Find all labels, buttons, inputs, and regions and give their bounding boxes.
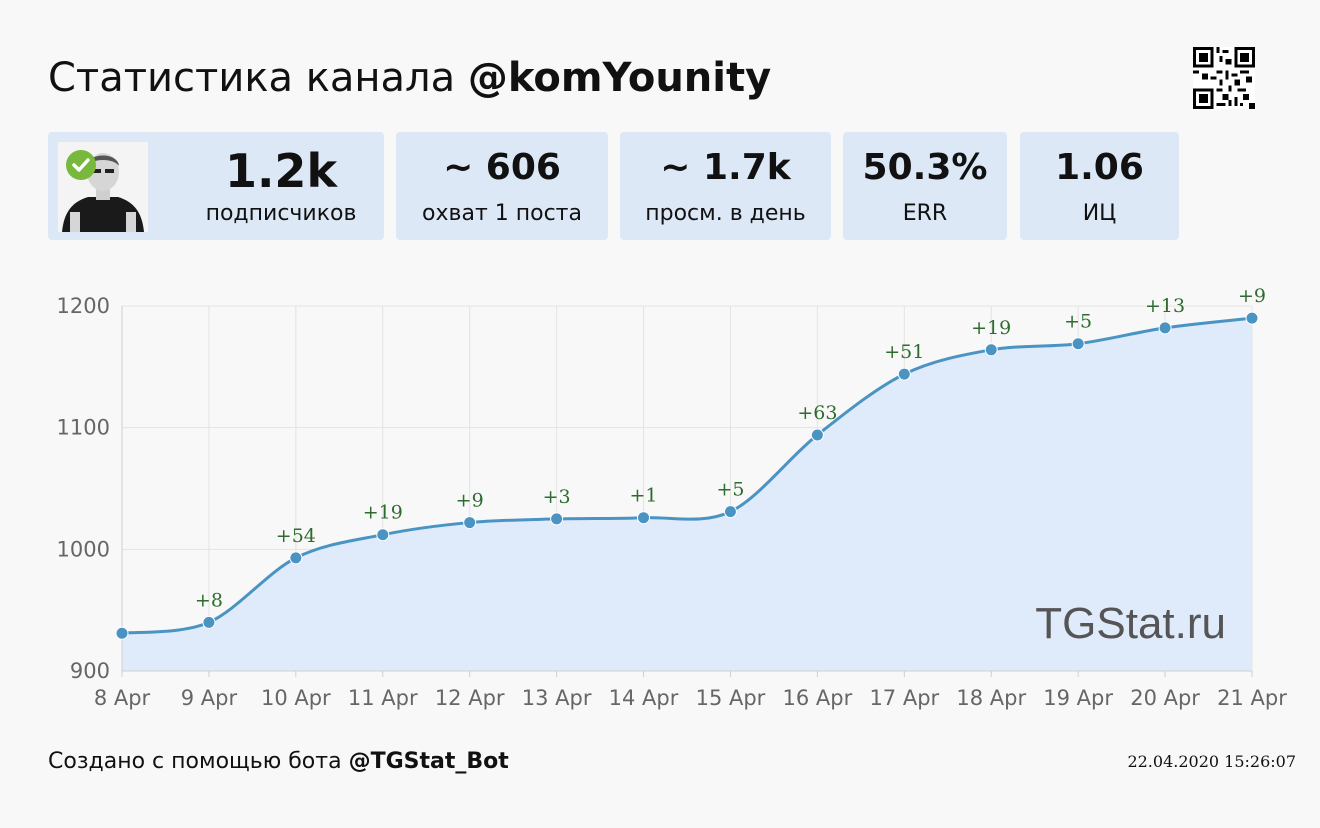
stat-value: 1.06 — [1055, 147, 1144, 188]
data-label: +63 — [797, 402, 837, 424]
data-label: +5 — [1064, 311, 1092, 333]
x-tick-label: 17 Apr — [869, 686, 939, 710]
data-label: +1 — [630, 485, 658, 507]
data-point — [637, 511, 651, 525]
stat-label: охват 1 поста — [422, 201, 582, 226]
x-tick-label: 20 Apr — [1130, 686, 1200, 710]
y-tick-label: 900 — [70, 659, 110, 683]
data-label: +9 — [1238, 285, 1266, 307]
x-tick-label: 10 Apr — [261, 686, 331, 710]
stat-err: 50.3% ERR — [843, 132, 1007, 240]
data-label: +3 — [543, 486, 571, 508]
page-title: Статистика канала @komYounity — [48, 52, 771, 104]
x-tick-label: 8 Apr — [94, 686, 151, 710]
stat-label: просм. в день — [645, 201, 806, 226]
subscribers-chart: TGStat.ru +8 +54 +19 +9 +3 +1 +5 +63 +51 +19 +5 +13 +… — [57, 285, 1288, 710]
data-point — [289, 551, 303, 565]
stat-value: 50.3% — [862, 147, 988, 188]
data-point — [115, 626, 129, 640]
x-tick-label: 9 Apr — [181, 686, 238, 710]
channel-name: @komYounity — [467, 55, 772, 101]
timestamp: 22.04.2020 15:26:07 — [1127, 752, 1296, 771]
x-tick-label: 18 Apr — [956, 686, 1026, 710]
y-tick-label: 1000 — [57, 537, 110, 561]
data-label: +19 — [363, 502, 403, 524]
qr-code-icon — [1193, 47, 1255, 109]
data-point — [202, 615, 216, 629]
data-point — [810, 428, 824, 442]
x-tick-label: 13 Apr — [522, 686, 592, 710]
stat-citation-index: 1.06 ИЦ — [1020, 132, 1179, 240]
stat-reach: ~ 606 охват 1 поста — [396, 132, 608, 240]
data-label: +51 — [884, 341, 924, 363]
x-tick-label: 14 Apr — [609, 686, 679, 710]
data-point — [723, 505, 737, 519]
footer-credit: Создано с помощью бота @TGStat_Bot — [48, 748, 509, 776]
x-tick-label: 19 Apr — [1043, 686, 1113, 710]
y-tick-label: 1100 — [57, 416, 110, 440]
data-point — [897, 367, 911, 381]
data-point — [550, 512, 564, 526]
stat-label: ERR — [902, 201, 948, 226]
footer-prefix: Создано с помощью бота — [48, 749, 342, 774]
y-tick-label: 1200 — [57, 294, 110, 318]
stat-value: ~ 606 — [443, 147, 561, 188]
title-prefix: Статистика канала — [48, 55, 456, 101]
bot-link[interactable]: @TGStat_Bot — [348, 749, 509, 774]
data-label: +8 — [195, 589, 223, 611]
watermark: TGStat.ru — [1035, 599, 1226, 648]
data-point — [1158, 321, 1172, 335]
data-point — [463, 516, 477, 530]
stat-subscribers: 1.2k подписчиков — [48, 132, 384, 240]
data-label: +13 — [1145, 295, 1185, 317]
x-tick-label: 12 Apr — [435, 686, 505, 710]
verified-check-icon — [66, 150, 96, 180]
stat-label: подписчиков — [205, 201, 357, 226]
x-tick-label: 16 Apr — [783, 686, 853, 710]
stat-value: ~ 1.7k — [660, 147, 791, 188]
x-tick-label: 11 Apr — [348, 686, 418, 710]
data-label: +9 — [456, 490, 484, 512]
stat-value: 1.2k — [224, 144, 338, 198]
data-label: +54 — [276, 525, 316, 547]
data-point — [1245, 311, 1259, 325]
data-label: +19 — [971, 317, 1011, 339]
channel-avatar — [58, 142, 148, 232]
data-point — [1071, 337, 1085, 351]
stat-label: ИЦ — [1082, 201, 1117, 226]
area-fill — [122, 318, 1252, 671]
x-tick-label: 15 Apr — [696, 686, 766, 710]
stat-daily-views: ~ 1.7k просм. в день — [620, 132, 831, 240]
data-label: +5 — [716, 479, 744, 501]
x-tick-label: 21 Apr — [1217, 686, 1287, 710]
data-point — [984, 343, 998, 357]
data-point — [376, 528, 390, 542]
